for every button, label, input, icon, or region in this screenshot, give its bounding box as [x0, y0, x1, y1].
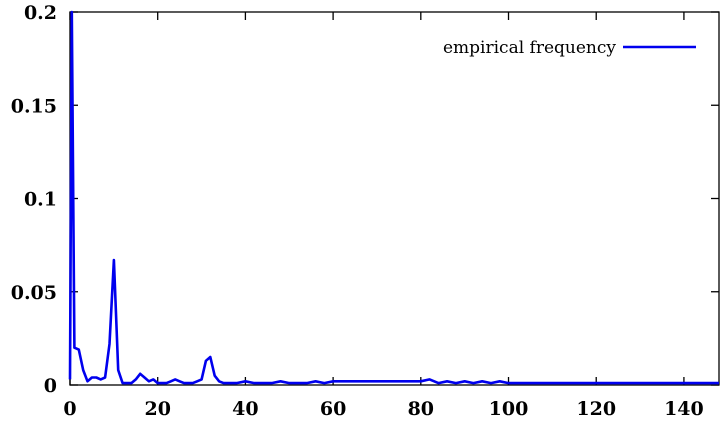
x-tick-label: 120 [576, 398, 616, 420]
x-tick-label: 140 [664, 398, 704, 420]
y-tick-label: 0.2 [24, 2, 57, 24]
x-tick-label: 100 [489, 398, 529, 420]
legend: empirical frequency [443, 38, 696, 58]
legend-label: empirical frequency [443, 38, 616, 58]
y-tick-label: 0.1 [24, 189, 57, 211]
x-tick-label: 40 [232, 398, 258, 420]
series-layer [68, 10, 719, 385]
x-tick-label: 80 [408, 398, 434, 420]
x-tick-label: 0 [63, 398, 76, 420]
plot-border [69, 11, 720, 386]
x-tick-label: 60 [320, 398, 346, 420]
y-tick-label: 0.05 [11, 282, 57, 304]
y-tick-label: 0.15 [11, 95, 57, 117]
x-tick-label: 20 [144, 398, 170, 420]
axes-layer: 0 20 40 60 80 100 120 140 0 0.05 0.1 0.15 0.2 [11, 2, 720, 420]
y-tick-label: 0 [44, 375, 57, 397]
series-line [68, 10, 719, 385]
